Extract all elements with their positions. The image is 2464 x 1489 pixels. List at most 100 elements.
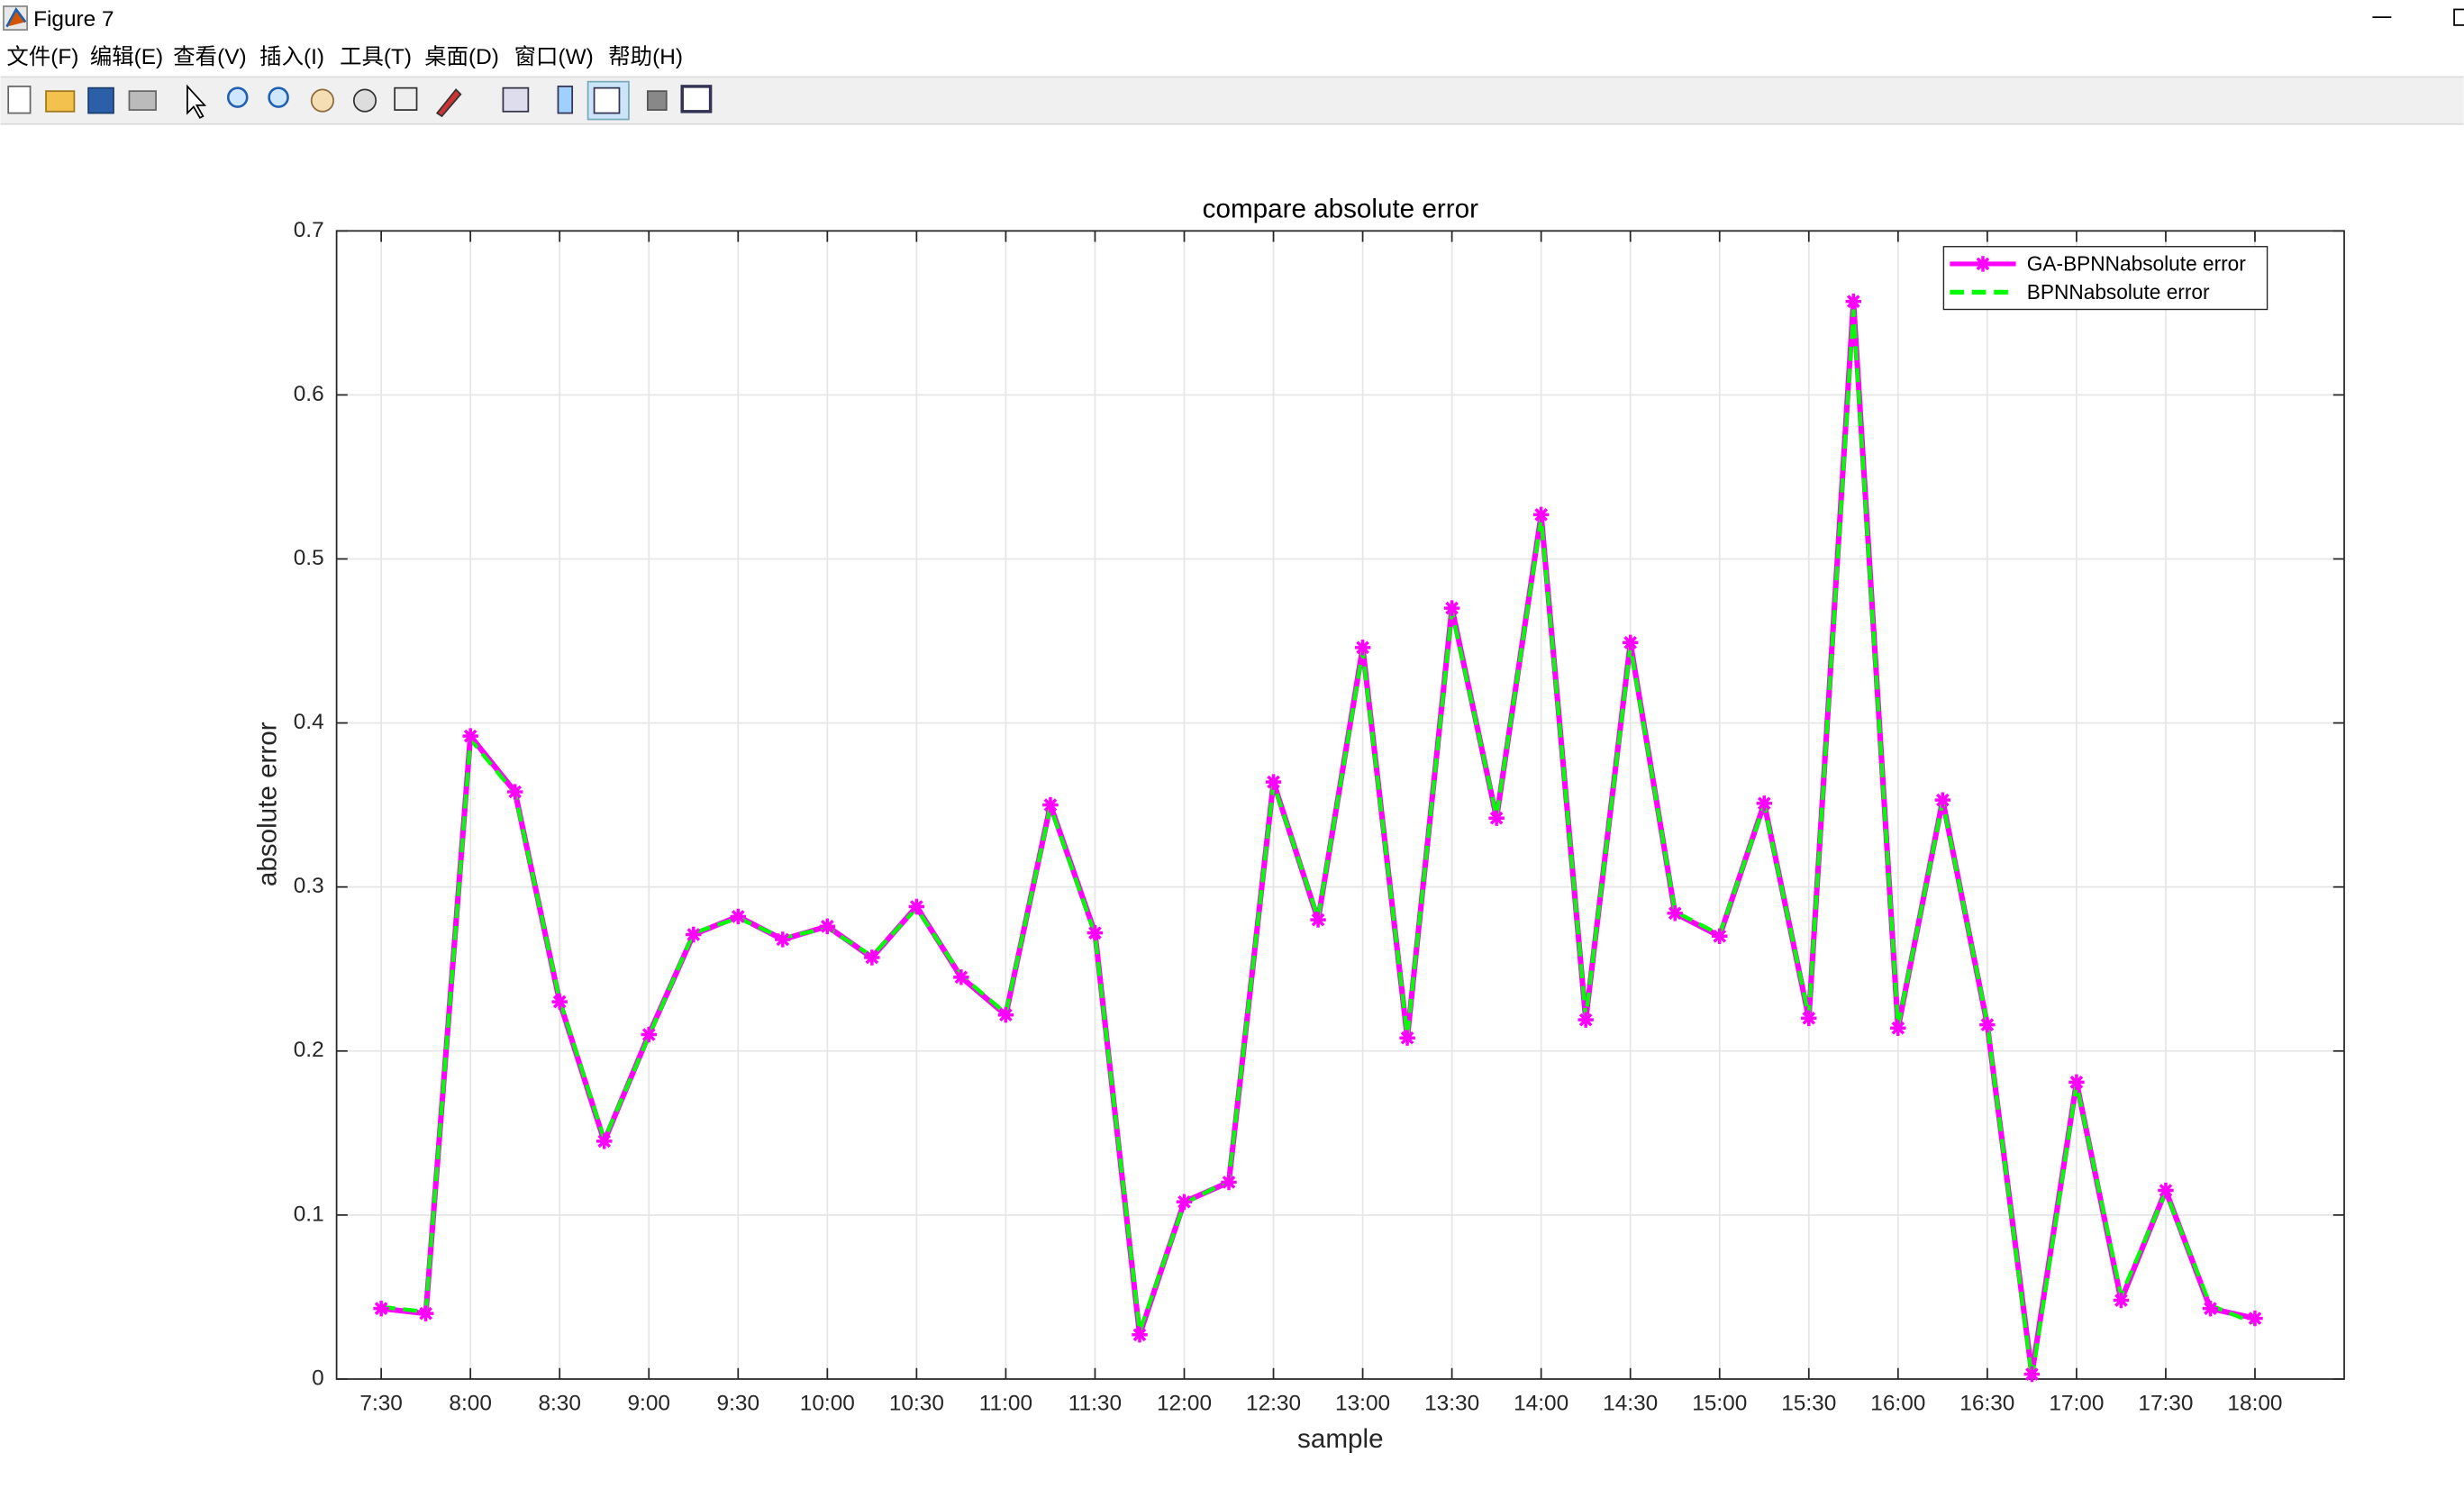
data-marker (864, 949, 880, 966)
data-marker (1399, 1030, 1415, 1046)
app-icon (3, 5, 28, 32)
data-marker (2202, 1300, 2219, 1317)
menu-item[interactable]: 工具(T) (340, 45, 412, 69)
legend-label: BPNNabsolute error (2027, 280, 2210, 304)
x-tick-label: 15:30 (1781, 1391, 1836, 1415)
data-marker (596, 1133, 613, 1149)
x-tick-label: 10:30 (889, 1391, 944, 1415)
data-marker (1801, 1010, 1817, 1027)
select-icon[interactable] (186, 84, 207, 119)
x-tick-label: 12:30 (1246, 1391, 1301, 1415)
zoom-out-icon[interactable] (268, 86, 289, 108)
data-marker (1756, 795, 1772, 812)
x-tick-label: 8:00 (449, 1391, 492, 1415)
x-tick-label: 17:00 (2049, 1391, 2104, 1415)
x-tick-label: 11:00 (979, 1391, 1032, 1415)
brush-icon[interactable] (435, 88, 462, 118)
data-marker (506, 784, 523, 800)
x-tick-label: 13:30 (1424, 1391, 1479, 1415)
data-marker (1042, 796, 1059, 813)
x-tick-label: 12:00 (1157, 1391, 1212, 1415)
window-title: Figure 7 (33, 7, 114, 32)
menu-item[interactable]: 文件(F) (6, 45, 78, 69)
data-marker (373, 1300, 389, 1317)
maximize-button[interactable] (2453, 8, 2464, 26)
data-marker (819, 918, 836, 935)
x-tick-label: 17:30 (2138, 1391, 2193, 1415)
new-icon[interactable] (7, 86, 32, 114)
chart-title: compare absolute error (1203, 194, 1478, 223)
toolbar-icons (7, 80, 713, 121)
colorbar-icon[interactable] (557, 86, 574, 114)
x-tick-label: 8:30 (538, 1391, 581, 1415)
x-tick-label: 16:30 (1959, 1391, 2014, 1415)
data-marker (1622, 634, 1639, 651)
data-marker (1934, 792, 1951, 808)
data-marker (2113, 1292, 2130, 1309)
data-marker (730, 908, 747, 925)
data-marker (1667, 905, 1683, 922)
print-icon[interactable] (128, 90, 157, 111)
x-tick-label: 9:30 (717, 1391, 760, 1415)
legend-label: GA-BPNNabsolute error (2027, 252, 2246, 276)
data-marker (1532, 506, 1550, 523)
data-marker (1443, 600, 1460, 616)
link-icon[interactable] (502, 86, 530, 113)
data-marker (2023, 1366, 2041, 1383)
menu-item[interactable]: 编辑(E) (90, 45, 163, 69)
data-marker (2247, 1310, 2263, 1327)
x-tick-label: 10:00 (800, 1391, 855, 1415)
data-marker (1979, 1016, 1996, 1033)
x-tick-label: 16:00 (1870, 1391, 1925, 1415)
rotate-icon[interactable] (352, 88, 377, 113)
legend-icon[interactable] (593, 86, 621, 114)
legend-marker (1975, 256, 1991, 272)
zoom-in-icon[interactable] (226, 86, 249, 108)
y-tick-label: 0.5 (294, 546, 324, 570)
data-marker (1221, 1174, 1237, 1191)
x-tick-label: 11:30 (1068, 1391, 1122, 1415)
menu-item[interactable]: 窗口(W) (514, 45, 594, 69)
x-tick-label: 14:00 (1514, 1391, 1568, 1415)
data-marker (1488, 810, 1505, 826)
title-bar (0, 0, 2464, 38)
menu-item[interactable]: 查看(V) (173, 45, 246, 69)
open-icon[interactable] (45, 90, 76, 113)
data-marker (775, 931, 791, 948)
menu-item[interactable]: 帮助(H) (608, 45, 683, 69)
y-tick-label: 0 (312, 1366, 324, 1390)
data-marker (462, 728, 478, 744)
y-axis-label: absolute error (252, 722, 282, 886)
data-marker (1265, 774, 1282, 790)
data-marker (1890, 1020, 1906, 1036)
data-marker (2068, 1074, 2085, 1091)
datatip-icon[interactable] (394, 86, 418, 111)
data-marker (1712, 928, 1728, 945)
data-marker (1310, 912, 1326, 928)
data-marker (1354, 640, 1371, 656)
data-marker (953, 969, 969, 985)
data-marker (1132, 1327, 1148, 1343)
data-marker (686, 926, 702, 943)
save-icon[interactable] (87, 86, 114, 114)
menu-item[interactable]: 桌面(D) (424, 45, 499, 69)
pan-icon[interactable] (310, 88, 334, 113)
data-marker (1578, 1012, 1594, 1028)
y-tick-label: 0.7 (294, 218, 324, 242)
dock-icon[interactable] (680, 85, 713, 113)
data-marker (2158, 1182, 2174, 1199)
x-tick-label: 18:00 (2227, 1391, 2282, 1415)
chart: compare absolute error sample absolute e… (252, 194, 2345, 1454)
y-tick-label: 0.4 (294, 710, 324, 734)
hide-tools-icon[interactable] (646, 90, 668, 111)
data-marker (551, 994, 568, 1010)
data-marker (1845, 293, 1862, 310)
y-tick-label: 0.1 (294, 1202, 324, 1226)
x-tick-label: 9:00 (627, 1391, 670, 1415)
y-tick-label: 0.3 (294, 874, 324, 898)
data-marker (417, 1305, 434, 1321)
menu-item[interactable]: 插入(I) (259, 45, 324, 69)
x-tick-label: 13:00 (1335, 1391, 1390, 1415)
